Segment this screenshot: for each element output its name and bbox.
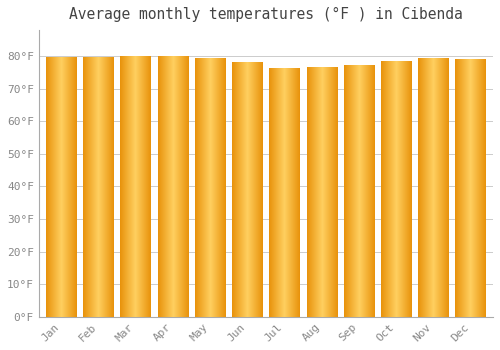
Title: Average monthly temperatures (°F ) in Cibenda: Average monthly temperatures (°F ) in Ci… [69,7,463,22]
